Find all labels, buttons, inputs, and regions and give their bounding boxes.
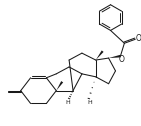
Text: H: H (66, 100, 70, 105)
Text: O: O (135, 34, 141, 43)
Polygon shape (56, 81, 63, 91)
Polygon shape (109, 55, 121, 58)
Polygon shape (96, 50, 104, 60)
Text: O: O (118, 55, 124, 64)
Text: H: H (87, 100, 92, 105)
